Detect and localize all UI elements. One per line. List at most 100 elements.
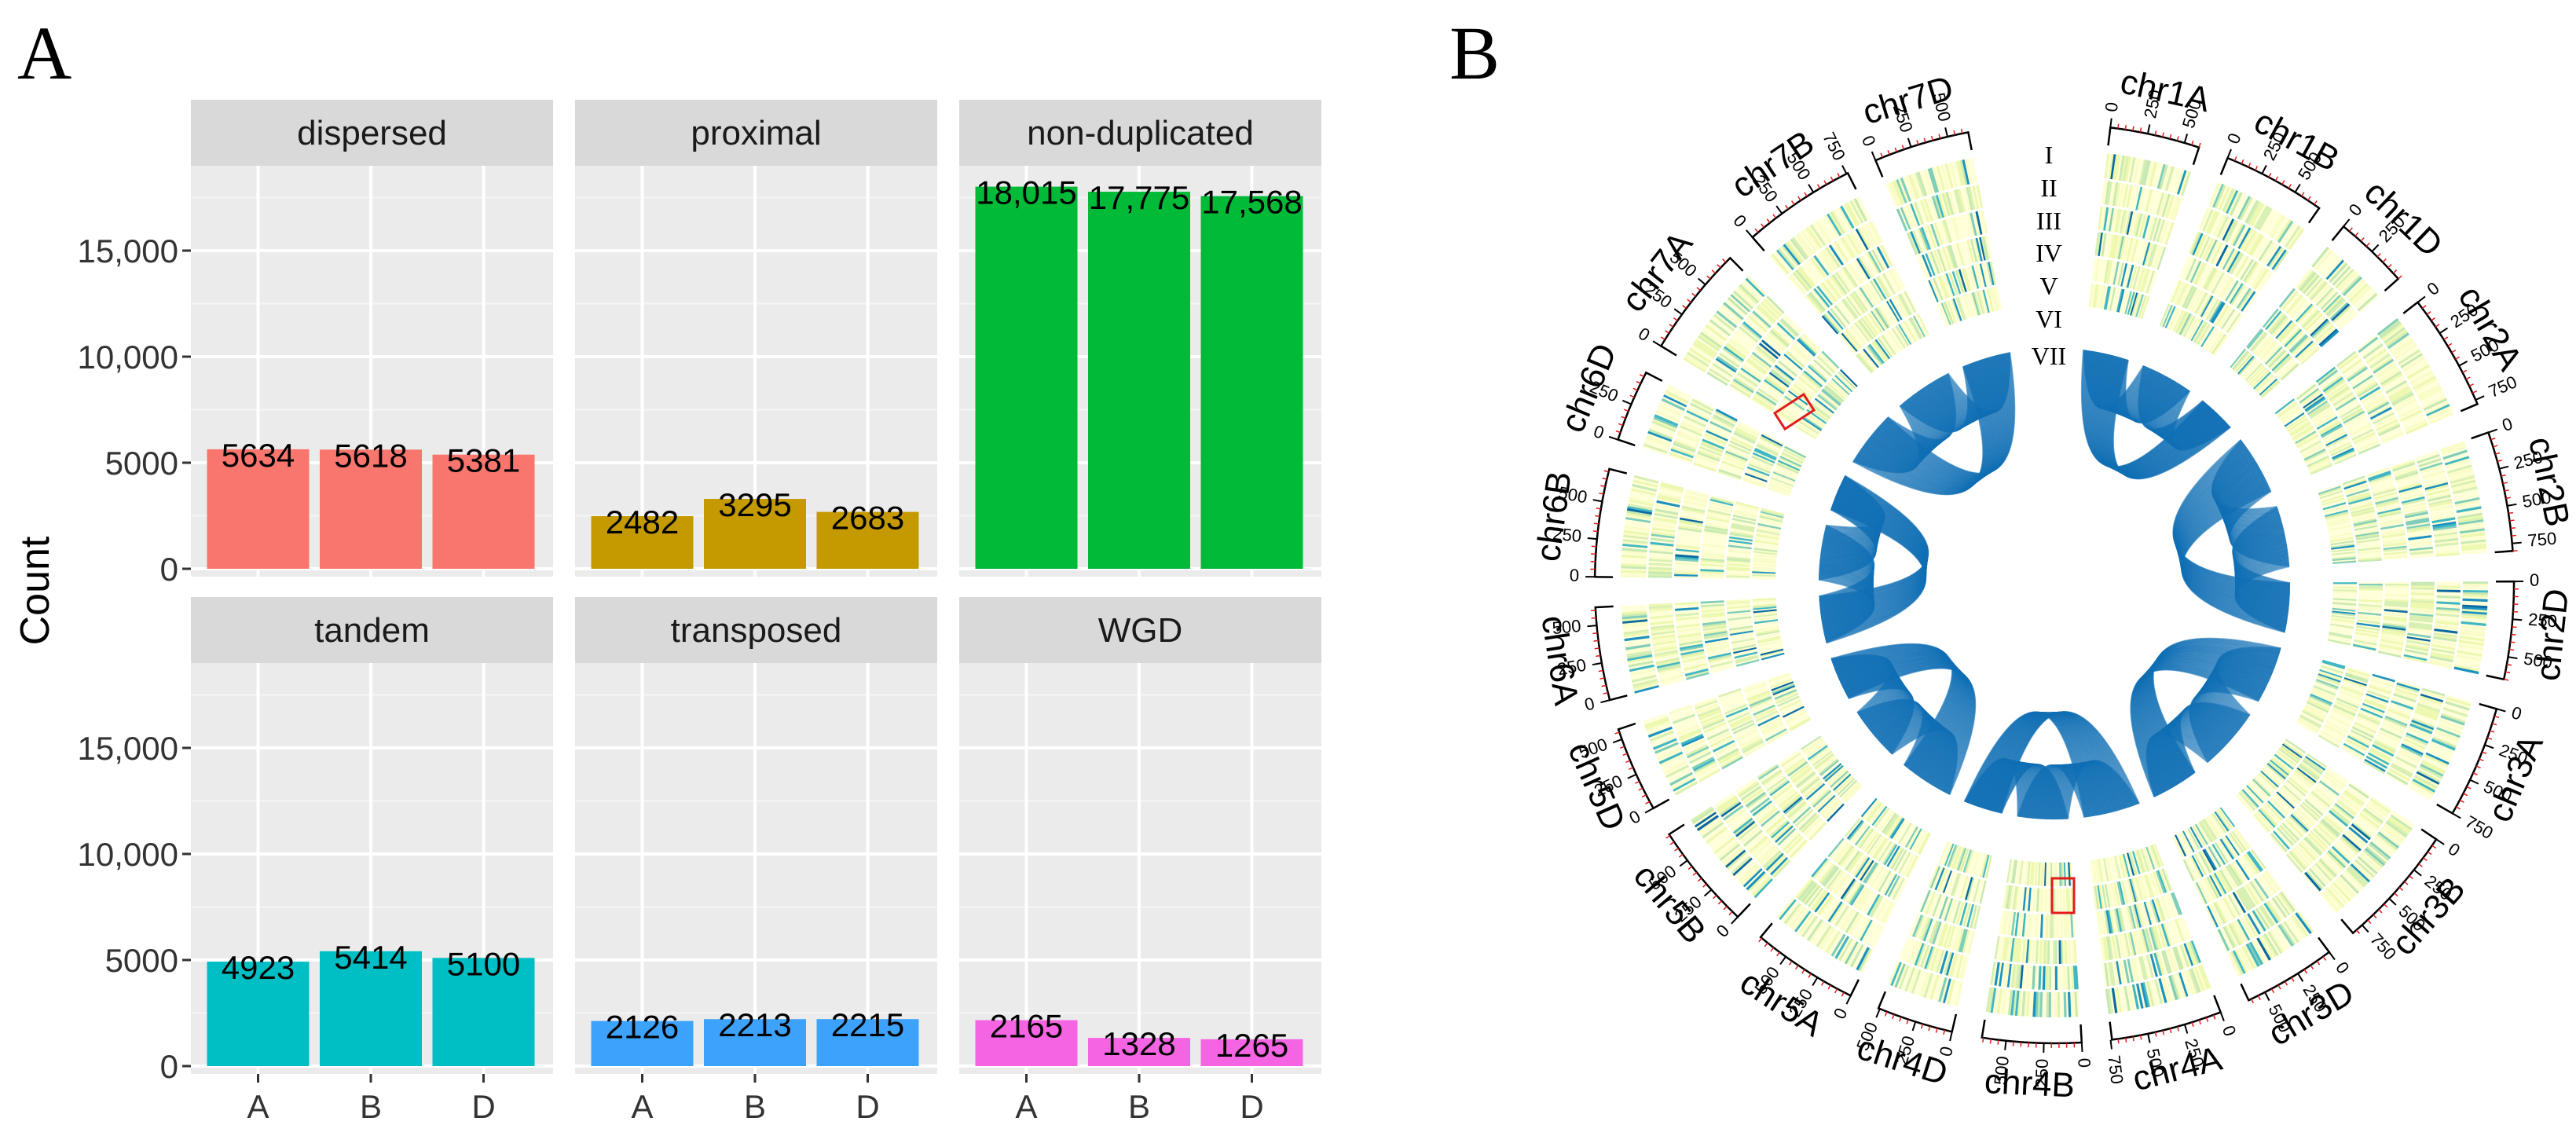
heatmap-bin — [2247, 329, 2264, 350]
heatmap-track-1 — [2440, 441, 2487, 555]
heatmap-bin — [2373, 742, 2395, 756]
heatmap-bin — [1759, 515, 1783, 522]
heatmap-bin — [2436, 589, 2461, 593]
heatmap-bin — [2373, 358, 2395, 374]
heatmap-bin — [2400, 493, 2424, 500]
heatmap-bin — [2461, 621, 2486, 626]
heatmap-bin — [2318, 858, 2337, 878]
heatmap-bin — [1706, 646, 1730, 653]
heatmap-bin — [1759, 717, 1782, 730]
heatmap-bin — [2128, 157, 2136, 183]
heatmap-bin — [2453, 666, 2479, 675]
heatmap-bin — [2353, 642, 2377, 650]
heatmap-bin — [2321, 891, 2340, 912]
heatmap-bin — [2112, 856, 2120, 880]
heatmap-bin — [2286, 416, 2307, 431]
heatmap-bin — [2110, 882, 2117, 907]
heatmap-bin — [1684, 668, 1709, 676]
heatmap-bin — [2372, 744, 2395, 757]
heatmap-bin — [1651, 531, 1676, 537]
minor-position-tick — [2431, 845, 2437, 849]
heatmap-bin — [1789, 802, 1808, 820]
heatmap-bin — [2379, 519, 2403, 525]
heatmap-bin — [2406, 517, 2430, 524]
heatmap-bin — [2280, 786, 2299, 804]
heatmap-bin — [2194, 823, 2208, 845]
heatmap-bin — [2315, 825, 2334, 844]
heatmap-bin — [2358, 550, 2382, 555]
minor-position-tick — [1640, 374, 1645, 378]
heatmap-bin — [2336, 698, 2359, 709]
heatmap-bin — [1857, 947, 1872, 972]
heatmap-bin — [2098, 284, 2104, 309]
heatmap-bin — [2218, 217, 2231, 240]
minor-position-tick — [1592, 530, 1598, 533]
heatmap-bin — [1709, 660, 1734, 669]
heatmap-bin — [2233, 351, 2250, 371]
heatmap-bin — [2012, 885, 2017, 910]
heatmap-bin — [2118, 155, 2125, 181]
heatmap-bin — [2307, 700, 2329, 712]
minor-position-tick — [2367, 919, 2372, 924]
heatmap-bin — [2200, 326, 2215, 347]
heatmap-bin — [2190, 320, 2204, 342]
heatmap-bin — [1801, 777, 1820, 794]
heatmap-bin — [2017, 965, 2022, 989]
heatmap-bin — [2298, 718, 2320, 731]
minor-position-tick — [2139, 1035, 2142, 1040]
heatmap-bin — [2358, 443, 2381, 455]
heatmap-bin — [2230, 284, 2245, 306]
heatmap-bin — [2355, 533, 2380, 539]
y-tick-label: 15,000 — [78, 730, 178, 767]
heatmap-bin — [1709, 368, 1731, 383]
heatmap-bin — [2291, 812, 2310, 831]
heatmap-bin — [2433, 632, 2457, 638]
heatmap-bin — [2296, 911, 2314, 933]
position-tick-label: 0 — [2074, 1057, 2094, 1068]
heatmap-bin — [2261, 380, 2280, 398]
heatmap-bin — [2402, 357, 2426, 372]
heatmap-bin — [2140, 848, 2149, 872]
heatmap-bin — [1817, 794, 1836, 813]
minor-position-tick — [2281, 180, 2285, 185]
heatmap-bin — [2094, 885, 2099, 910]
heatmap-bin — [1719, 843, 1741, 861]
heatmap-bin — [1650, 544, 1674, 549]
heatmap-bin — [2296, 768, 2316, 785]
heatmap-bin — [2461, 541, 2486, 547]
heatmap-bin — [1786, 800, 1806, 818]
heatmap-track-2 — [1899, 936, 1970, 980]
minor-position-tick — [2508, 511, 2514, 515]
heatmap-bin — [1823, 800, 1841, 819]
heatmap-bin — [2227, 282, 2242, 303]
heatmap-bin — [1651, 533, 1675, 539]
heatmap-bin — [2259, 378, 2278, 396]
major-position-tick — [2183, 134, 2189, 144]
heatmap-bin — [2355, 531, 2380, 537]
minor-position-tick — [1620, 746, 1625, 749]
heatmap-bin — [2430, 654, 2454, 661]
minor-position-tick — [1638, 787, 1643, 791]
heatmap-bin — [2447, 467, 2473, 476]
heatmap-bin — [2193, 233, 2206, 257]
heatmap-bin — [1818, 863, 1835, 884]
minor-position-tick — [2117, 1039, 2120, 1044]
heatmap-bin — [1717, 841, 1739, 859]
minor-position-tick — [2161, 132, 2164, 137]
heatmap-bin — [2102, 181, 2109, 205]
heatmap-track-1 — [2319, 811, 2415, 914]
heatmap-bin — [2357, 856, 2378, 875]
heatmap-bin — [1931, 866, 1942, 889]
heatmap-bin — [2449, 473, 2475, 482]
heatmap-bin — [2192, 967, 2204, 992]
heatmap-bin — [2394, 467, 2417, 478]
heatmap-bin — [1678, 728, 1702, 740]
heatmap-bin — [1783, 833, 1801, 852]
heatmap-bin — [2117, 262, 2124, 286]
heatmap-bin — [2288, 777, 2308, 794]
minor-position-tick — [2132, 126, 2134, 131]
heatmap-bin — [1826, 900, 1841, 922]
heatmap-bin — [2226, 251, 2241, 273]
heatmap-bin — [1724, 704, 1747, 715]
heatmap-bin — [1651, 628, 1675, 634]
